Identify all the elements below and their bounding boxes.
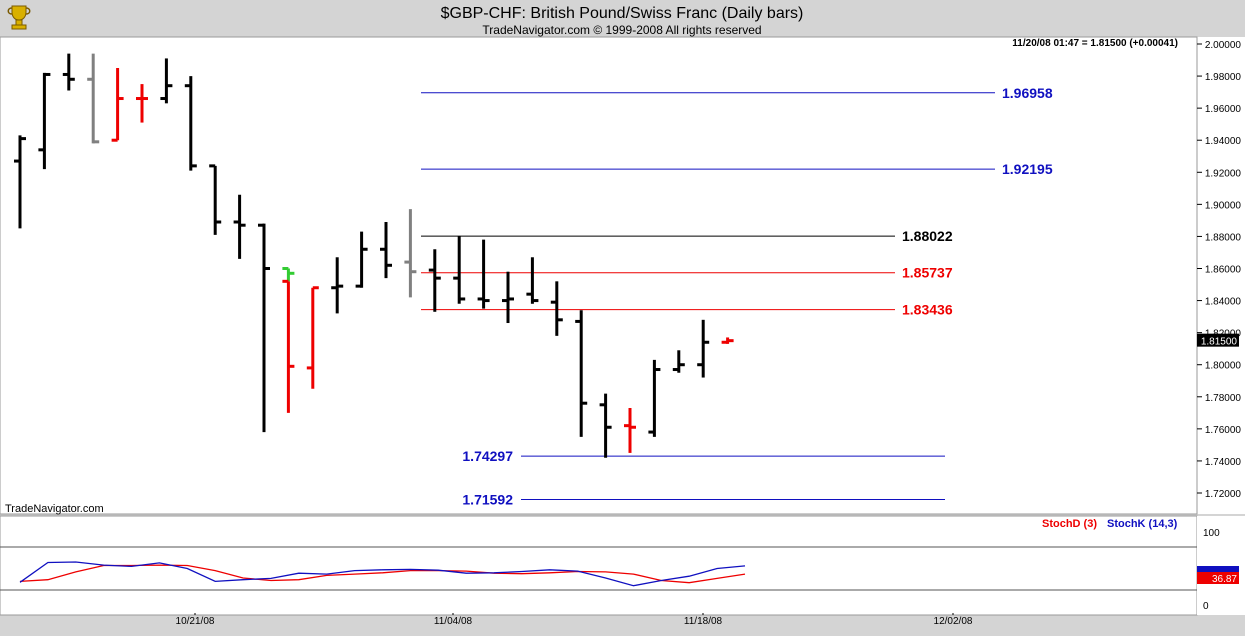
ohlc-bar xyxy=(404,209,417,298)
stochd-tag xyxy=(1197,572,1239,584)
date-axis: 10/21/08 11/04/08 11/18/08 12/02/08 xyxy=(176,613,973,627)
ohlc-bar xyxy=(87,53,100,144)
price-tick-label: 1.72000 xyxy=(1205,489,1242,500)
fib-level-label: 1.71592 xyxy=(462,492,513,508)
ohlc-bar xyxy=(502,271,514,324)
stochk-line xyxy=(19,561,746,587)
stoch-tick-label: 100 xyxy=(1203,528,1220,539)
ohlc-bar xyxy=(575,310,588,437)
price-tick-label: 1.84000 xyxy=(1205,297,1242,308)
ohlc-bar xyxy=(624,408,636,453)
date-tick-label: 11/04/08 xyxy=(434,616,473,627)
stochk-tag xyxy=(1197,566,1239,572)
fib-level-label: 1.85737 xyxy=(902,265,953,281)
ohlc-bar xyxy=(38,72,51,170)
ohlc-bar xyxy=(14,135,26,229)
ohlc-bar xyxy=(258,223,270,433)
price-tick-label: 1.98000 xyxy=(1205,72,1242,83)
ohlc-bar xyxy=(672,350,685,373)
last-price-tag xyxy=(1197,333,1239,347)
ohlc-bar xyxy=(62,53,75,91)
ohlc-bar xyxy=(550,281,563,336)
price-tick-label: 1.86000 xyxy=(1205,265,1242,276)
fib-level-label: 1.74297 xyxy=(462,448,513,464)
trophy-logo-icon xyxy=(7,5,31,30)
date-tick-label: 10/21/08 xyxy=(176,616,215,627)
ohlc-bar xyxy=(599,393,612,458)
fibonacci-levels: 1.96958 1.92195 1.88022 1.85737 1.83436 1.742… xyxy=(421,85,1053,508)
chart-title: $GBP-CHF: British Pound/Swiss Franc (Dai… xyxy=(441,5,804,22)
ohlc-bar xyxy=(331,257,344,314)
ohlc-bar xyxy=(648,359,661,437)
price-tick-label: 1.76000 xyxy=(1205,425,1242,436)
price-bars xyxy=(14,53,734,458)
price-tick-label: 1.74000 xyxy=(1205,457,1242,468)
ohlc-bar xyxy=(111,68,124,142)
legend-stochd: StochD (3) xyxy=(1042,518,1097,530)
ohlc-bar xyxy=(453,236,466,304)
price-tick-label: 1.88000 xyxy=(1205,232,1242,243)
stochastic-plot: 100 0 36.87 xyxy=(0,528,1239,612)
last-price-label: 1.81500 xyxy=(1201,337,1238,348)
price-tick-label: 1.80000 xyxy=(1205,361,1242,372)
price-axis: 2.00000 1.98000 1.96000 1.94000 1.92000 1.900… xyxy=(1196,37,1242,514)
quote-info: 11/20/08 01:47 = 1.81500 (+0.00041) xyxy=(1012,38,1178,49)
price-axis-area xyxy=(1197,37,1245,514)
ohlc-bar xyxy=(136,84,148,123)
price-tick-label: 1.90000 xyxy=(1205,200,1242,211)
ohlc-bar xyxy=(184,76,197,171)
stoch-axis-area xyxy=(1197,516,1245,615)
ohlc-bar xyxy=(697,319,710,378)
stoch-last-label: 36.87 xyxy=(1212,574,1237,585)
stochastic-panel xyxy=(0,515,1198,616)
ohlc-bar xyxy=(233,194,246,259)
ohlc-bar xyxy=(282,279,295,413)
stoch-tick-label: 0 xyxy=(1203,601,1209,612)
price-panel xyxy=(0,36,1198,515)
legend-stochk: StochK (14,3) xyxy=(1107,518,1178,530)
ohlc-bar xyxy=(209,164,222,235)
ohlc-bar xyxy=(477,239,490,309)
price-tick-label: 1.96000 xyxy=(1205,104,1242,115)
ohlc-bar xyxy=(428,249,441,312)
fib-level-label: 1.88022 xyxy=(902,228,953,244)
ohlc-bar xyxy=(282,267,295,282)
price-tick-label: 1.94000 xyxy=(1205,136,1242,147)
fib-level-label: 1.96958 xyxy=(1002,85,1053,101)
ohlc-bar xyxy=(380,221,392,279)
ohlc-bar xyxy=(160,58,173,104)
ohlc-bar xyxy=(721,337,734,344)
fib-level-label: 1.92195 xyxy=(1002,161,1053,177)
chart-subtitle: TradeNavigator.com © 1999-2008 All right… xyxy=(482,23,761,37)
ohlc-bar xyxy=(355,231,368,288)
price-tick-label: 1.92000 xyxy=(1205,168,1242,179)
date-tick-label: 11/18/08 xyxy=(684,616,723,627)
price-tick-label: 2.00000 xyxy=(1205,40,1242,51)
date-tick-label: 12/02/08 xyxy=(934,616,973,627)
watermark: TradeNavigator.com xyxy=(5,503,104,515)
price-tick-label: 1.78000 xyxy=(1205,393,1242,404)
ohlc-bar xyxy=(306,286,319,389)
fib-level-label: 1.83436 xyxy=(902,302,953,318)
ohlc-bar xyxy=(526,257,539,304)
